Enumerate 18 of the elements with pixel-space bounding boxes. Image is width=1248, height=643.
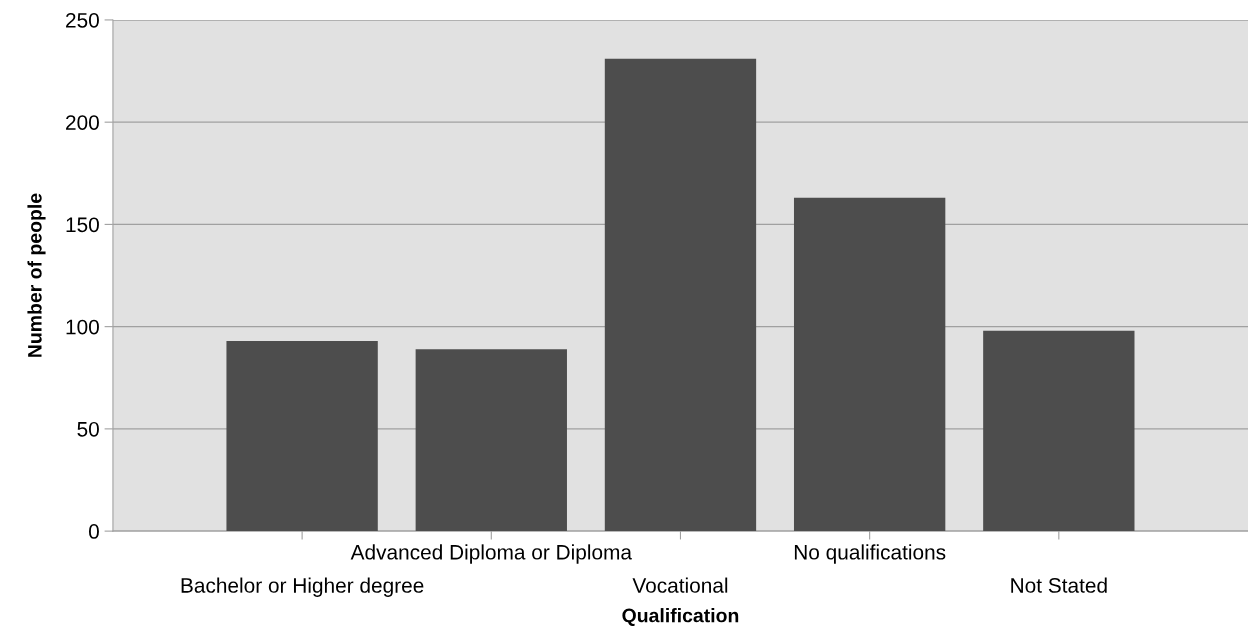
bar <box>793 197 946 532</box>
x-tick-label: Bachelor or Higher degree <box>181 577 424 597</box>
bar <box>983 330 1135 532</box>
bar <box>226 340 378 532</box>
y-tick-label: 150 <box>66 217 99 233</box>
y-tick-label: 50 <box>77 421 99 437</box>
x-tick-label: No qualifications <box>794 544 946 564</box>
y-tick-label: 100 <box>66 319 99 335</box>
bar <box>415 349 567 532</box>
x-axis-title: Qualification <box>622 608 739 626</box>
x-tick-label: Advanced Diploma or Diploma <box>350 544 632 564</box>
x-tick-label: Not Stated <box>1011 577 1107 593</box>
y-axis-title: Number of people <box>27 193 46 357</box>
x-tick-label: Vocational <box>632 577 728 593</box>
y-tick-label: 200 <box>66 115 99 130</box>
y-tick-label: 250 <box>66 12 99 28</box>
bar <box>604 58 757 532</box>
y-tick-label: 0 <box>88 524 99 539</box>
